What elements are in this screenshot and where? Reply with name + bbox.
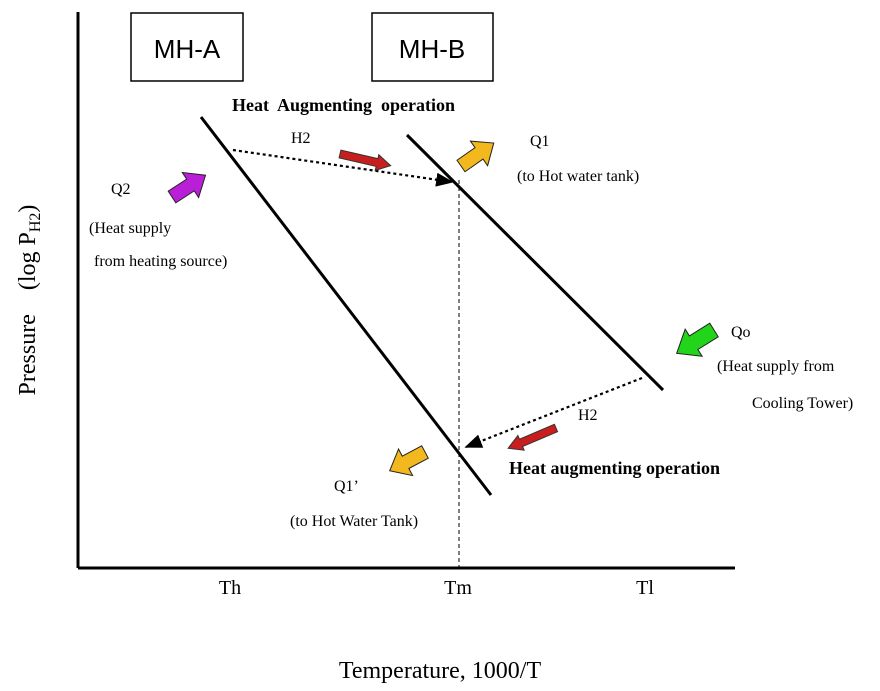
q2-note-line1: (Heat supply (89, 220, 171, 237)
qo-label: Qo (731, 324, 751, 341)
q1-yellow-arrow-icon (456, 140, 495, 173)
tick-label-tl: Tl (636, 577, 654, 599)
q1-prime-yellow-arrow-icon (388, 445, 429, 477)
mh-a-label: MH-A (154, 34, 221, 64)
qo-note-line2: Cooling Tower) (752, 395, 853, 412)
y-axis-label-subscript: H2 (27, 213, 44, 233)
q2-purple-arrow-icon (167, 171, 207, 204)
mh-a-isostere-line (199, 116, 493, 496)
h2-top-red-arrow-icon (338, 149, 392, 172)
q1-prime-label: Q1’ (334, 478, 359, 495)
h2-bottom-red-arrow-icon (507, 423, 559, 451)
mh-b-box (371, 12, 494, 82)
q2-note-line2: from heating source) (94, 253, 227, 270)
tick-label-th: Th (219, 577, 241, 599)
qo-green-arrow-icon (676, 322, 719, 357)
h2-flow-bottom-arrow (464, 376, 643, 449)
y-axis-label-main: Pressure (log P (15, 232, 41, 395)
bottom-operation-title: Heat augmenting operation (509, 458, 720, 478)
top-operation-title: Heat Augmenting operation (232, 95, 455, 115)
x-axis-label: Temperature, 1000/T (339, 658, 542, 684)
tick-label-tm: Tm (444, 577, 472, 599)
q1-label: Q1 (530, 133, 550, 150)
q1-note: (to Hot water tank) (517, 168, 639, 185)
q1-prime-note: (to Hot Water Tank) (290, 513, 418, 530)
qo-note-line1: (Heat supply from (717, 358, 835, 375)
h2-flow-top-arrow (232, 148, 454, 187)
q2-label: Q2 (111, 181, 131, 198)
h2-top-label: H2 (291, 130, 311, 147)
y-axis-label: Pressure (log PH2) (15, 205, 44, 396)
y-axis-label-close: ) (15, 205, 41, 213)
h2-bottom-label: H2 (578, 407, 598, 424)
mh-a-box (130, 12, 244, 82)
mh-b-label: MH-B (399, 34, 465, 64)
